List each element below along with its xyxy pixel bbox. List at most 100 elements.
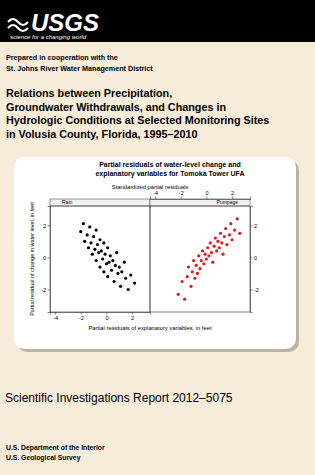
y-axis-title: Partial residual of change in water leve…	[29, 202, 35, 316]
point	[127, 288, 130, 291]
tick-mark	[250, 225, 253, 226]
tick-mark	[232, 197, 233, 200]
point	[229, 222, 232, 225]
point	[98, 265, 101, 268]
point	[101, 257, 104, 260]
point	[120, 270, 123, 273]
tick: 0	[43, 255, 50, 261]
point	[202, 262, 205, 265]
tick-label: -2	[41, 287, 46, 293]
report-number: Scientific Investigations Report 2012–50…	[5, 391, 233, 405]
tick: 2	[43, 223, 50, 229]
report-title: Relations between Precipitation,	[6, 87, 172, 99]
point	[109, 254, 112, 257]
plot-frame	[150, 206, 250, 312]
point	[191, 270, 194, 273]
point	[225, 243, 228, 246]
tick-label: -2	[79, 315, 84, 321]
point	[87, 246, 90, 249]
point	[236, 217, 239, 220]
point	[206, 246, 209, 249]
tick-label: 2	[131, 315, 134, 321]
tick-mark	[250, 257, 253, 258]
tagline: science for a changing world	[10, 34, 87, 40]
tick: -2	[41, 287, 50, 293]
point	[198, 267, 201, 270]
point	[95, 259, 98, 262]
x2-axis-title: Standardized partial residuals	[112, 184, 188, 190]
point	[187, 265, 190, 268]
point	[213, 245, 216, 248]
chart-title: Partial residuals of water-level change …	[99, 161, 241, 169]
point	[216, 240, 219, 243]
point	[183, 298, 186, 301]
point	[98, 238, 101, 241]
x-axis: -4-202	[51, 312, 151, 321]
report-title: Groundwater Withdrawals, and Changes in	[6, 101, 226, 113]
point	[100, 249, 103, 252]
point	[200, 259, 203, 262]
footer: U.S. Geological Survey	[6, 454, 81, 462]
tick-mark	[48, 225, 51, 226]
tick-mark	[206, 197, 207, 200]
tick-mark	[155, 197, 156, 200]
tick: -2	[179, 190, 184, 199]
point	[196, 272, 199, 275]
tick: -2	[250, 287, 259, 293]
figure: Partial residuals of water-level change …	[14, 157, 299, 352]
point	[207, 254, 210, 257]
panel: Rain-4-202-202	[41, 199, 150, 321]
axis-line	[151, 197, 251, 200]
tick-mark	[250, 290, 253, 291]
point	[96, 243, 99, 246]
y-axis: -2 0 2	[41, 207, 50, 313]
point	[91, 253, 94, 256]
point	[86, 233, 89, 236]
point	[218, 246, 221, 249]
point	[195, 264, 198, 267]
point	[220, 241, 223, 244]
panel: Pumpage-4-202-202	[150, 190, 259, 313]
point	[205, 257, 208, 260]
point	[83, 240, 86, 243]
panel-label: Pumpage	[217, 199, 239, 205]
point	[93, 248, 96, 251]
logo: USGS	[31, 9, 99, 36]
point	[115, 251, 118, 254]
cooperation: Prepared in cooperation with the	[6, 53, 118, 62]
tick-mark	[48, 257, 51, 258]
report-title: Hydrologic Conditions at Selected Monito…	[6, 114, 269, 126]
tick: -4	[153, 190, 158, 199]
point	[211, 261, 214, 264]
chart-title: explanatory variables for Tomoka Tower U…	[95, 170, 244, 178]
point	[116, 272, 119, 275]
point	[219, 232, 222, 235]
point	[177, 293, 180, 296]
point	[82, 222, 85, 225]
y-axis: -202	[250, 207, 259, 313]
cooperation: St. Johns River Water Management Distric…	[6, 64, 153, 73]
point	[223, 235, 226, 238]
point	[123, 261, 126, 264]
plot-frame	[50, 206, 150, 312]
axis-line	[51, 313, 151, 315]
tick-label: 2	[254, 223, 257, 229]
point	[89, 241, 92, 244]
point	[124, 277, 127, 280]
point	[228, 233, 231, 236]
point	[102, 241, 105, 244]
point	[221, 253, 224, 256]
point	[180, 280, 183, 283]
point	[192, 259, 195, 262]
point	[118, 265, 121, 268]
point	[201, 249, 204, 252]
axis-line	[48, 207, 51, 313]
footer: U.S. Department of the Interior	[6, 444, 105, 452]
point	[111, 259, 114, 262]
point	[214, 237, 217, 240]
report-title: in Volusia County, Florida, 1995–2010	[6, 128, 198, 140]
tick-label: -4	[53, 315, 58, 321]
tick: -2	[79, 312, 84, 321]
tick: 2	[231, 190, 234, 199]
point	[102, 270, 105, 273]
